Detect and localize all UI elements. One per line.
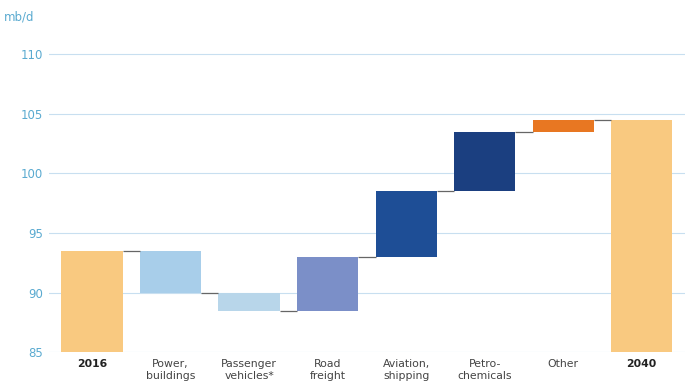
Bar: [297, 257, 358, 310]
Bar: [61, 251, 122, 352]
Bar: [219, 293, 280, 310]
Text: mb/d: mb/d: [4, 11, 35, 24]
Bar: [532, 120, 594, 132]
Bar: [140, 251, 201, 293]
Bar: [611, 120, 672, 352]
Bar: [376, 191, 437, 257]
Bar: [454, 132, 515, 191]
